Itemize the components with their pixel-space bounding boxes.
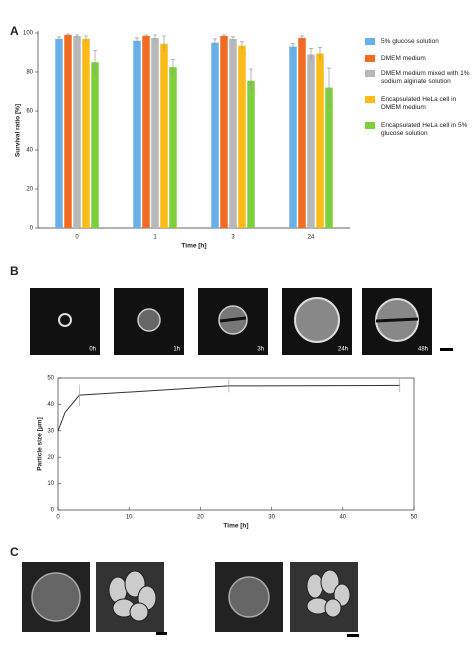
legend-swatch [365, 55, 375, 62]
y-tick-label: 80 [26, 70, 33, 76]
y-tick-label: 0 [51, 508, 55, 514]
time-label: 24h [338, 347, 348, 353]
error-bar [222, 34, 226, 37]
y-tick-label: 50 [47, 376, 54, 382]
plot-frame [57, 377, 415, 511]
x-tick-label: 0 [75, 235, 79, 241]
bar [169, 67, 177, 228]
error-bar [162, 35, 166, 52]
micrographs-b [30, 288, 453, 355]
panel-label: C [10, 545, 19, 559]
error-bar [75, 34, 79, 37]
bar [298, 37, 306, 228]
x-tick-label: 0 [56, 515, 60, 521]
bar [238, 45, 246, 228]
bar [307, 54, 315, 229]
y-tick-label: 10 [47, 481, 54, 487]
error-bar [135, 37, 139, 44]
panel-label: A [10, 24, 19, 38]
bar [142, 35, 150, 228]
legend-swatch [365, 96, 375, 103]
error-bar [318, 47, 322, 60]
y-tick-label: 20 [47, 455, 54, 461]
error-bar [93, 50, 97, 74]
time-label: 3h [257, 347, 264, 353]
x-tick-label: 24 [308, 235, 315, 241]
error-bar [249, 68, 253, 93]
bar [82, 38, 90, 228]
bar [325, 87, 333, 228]
legend-swatch [365, 70, 375, 77]
legend-label: Encapsulated HeLa cell in DMEM medium [381, 96, 457, 111]
error-bar [327, 67, 331, 108]
legend-entry: Encapsulated HeLa cell in 5% glucose sol… [365, 122, 470, 138]
x-tick-label: 1 [153, 235, 157, 241]
y-tick-label: 100 [23, 31, 34, 37]
bar [316, 53, 324, 228]
error-bar [84, 35, 88, 42]
x-axis-label: Time [h] [223, 523, 248, 530]
error-bar [171, 58, 175, 75]
legend-entry: 5% glucose solution [365, 38, 470, 46]
x-tick-label: 50 [411, 515, 418, 521]
bar [55, 38, 63, 228]
legend-label: DMEM medium [381, 55, 426, 62]
bar [289, 46, 297, 229]
x-tick-label: 20 [197, 515, 204, 521]
legend-label: 5% glucose solution [381, 38, 439, 45]
time-label: 1h [173, 347, 180, 353]
legend-entry: DMEM medium mixed with 1% sodium alginat… [365, 70, 470, 86]
y-axis-label: Particle size [μm] [37, 417, 44, 470]
legend-entry: Encapsulated HeLa cell in DMEM medium [365, 96, 470, 112]
error-bar [213, 38, 217, 47]
y-tick-label: 60 [26, 109, 33, 115]
bar [64, 34, 72, 229]
legend-entry: DMEM medium [365, 55, 470, 63]
x-axis-label: Time [h] [181, 243, 206, 250]
x-tick-label: 10 [126, 515, 133, 521]
bar [151, 37, 159, 228]
y-tick-label: 30 [47, 428, 54, 434]
x-tick-label: 30 [268, 515, 275, 521]
error-bar [300, 35, 304, 40]
y-tick-label: 40 [26, 148, 33, 154]
x-tick-label: 40 [339, 515, 346, 521]
y-tick-label: 0 [30, 226, 34, 232]
bar [160, 43, 168, 228]
error-bar [153, 34, 157, 41]
bar [211, 42, 219, 228]
error-bar [66, 33, 70, 36]
y-axis-label: Survival ratio [%] [15, 104, 22, 157]
legend-swatch [365, 122, 375, 129]
bar [247, 80, 255, 229]
panel-label: B [10, 264, 19, 278]
y-tick-label: 40 [47, 402, 54, 408]
error-bar [231, 36, 235, 41]
legend-label: DMEM medium mixed with 1% sodium alginat… [381, 70, 470, 85]
time-label: 0h [89, 347, 96, 353]
bar [220, 35, 228, 228]
error-bar [144, 34, 148, 37]
y-tick-label: 20 [26, 187, 33, 193]
legend-swatch [365, 38, 375, 45]
bar [229, 38, 237, 228]
error-bar [309, 48, 313, 61]
time-label: 48h [418, 347, 428, 353]
bar [73, 35, 81, 228]
error-bar [240, 41, 244, 50]
error-bar [291, 43, 295, 50]
bar [133, 40, 141, 228]
x-tick-label: 3 [231, 235, 235, 241]
bar [91, 62, 99, 228]
legend-label: Encapsulated HeLa cell in 5% glucose sol… [381, 122, 468, 137]
micrographs-c [22, 562, 359, 637]
error-bar [57, 36, 61, 41]
